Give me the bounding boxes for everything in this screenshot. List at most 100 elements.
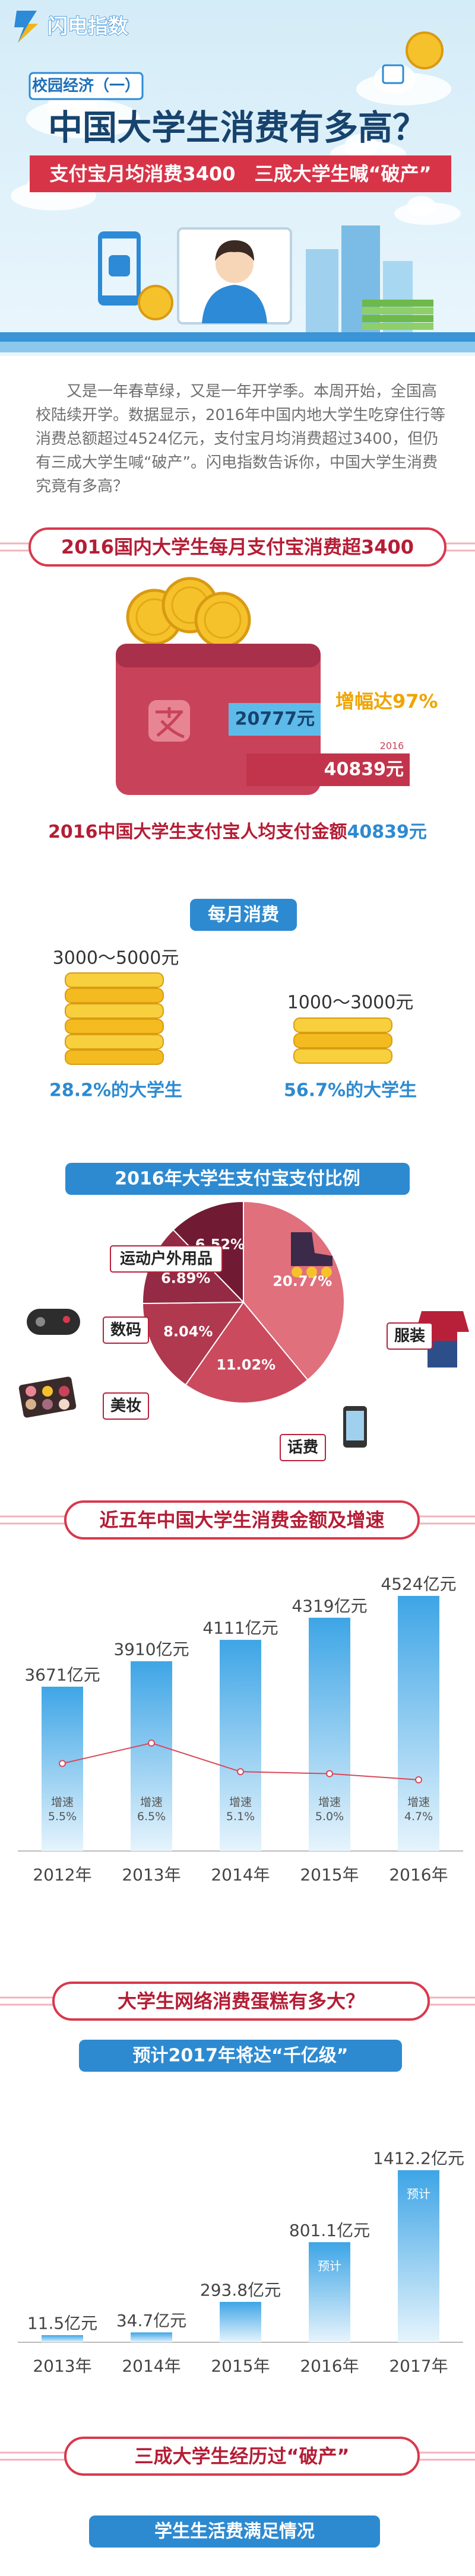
category-label: 2013年 <box>33 2356 91 2376</box>
person-head <box>216 245 254 283</box>
bar <box>220 2301 261 2342</box>
amount-2016: 40839元 <box>324 759 404 780</box>
growth-caption: 增速 <box>51 1796 74 1809</box>
icon-wheel <box>321 1267 332 1277</box>
category-label: 2017年 <box>389 2356 448 2376</box>
value-label: 34.7亿元 <box>116 2311 186 2330</box>
coin-bar <box>65 972 164 988</box>
pie-slice <box>141 1301 245 1386</box>
value-label: 1412.2亿元 <box>373 2149 464 2168</box>
bar-2015 <box>229 703 321 736</box>
category-label: 话费 <box>287 1439 318 1456</box>
category-label: 2016年 <box>300 2356 359 2376</box>
growth-value: 6.5% <box>137 1810 166 1823</box>
subheading: 每月消费 <box>208 905 279 926</box>
growth-value: 5.5% <box>48 1810 77 1823</box>
logo-icon-accent <box>18 24 38 43</box>
forecast-label: 预计 <box>407 2187 430 2201</box>
pie-slice <box>243 1200 346 1381</box>
section-heading: 2016国内大学生每月支付宝消费超3400 <box>61 536 414 558</box>
subheading-box <box>79 2040 402 2072</box>
category-label: 美妆 <box>110 1397 141 1415</box>
bar <box>398 1596 439 1851</box>
icon-button <box>63 1316 70 1323</box>
caption-amount: 40839元 <box>347 822 427 842</box>
heading-box <box>64 2437 420 2476</box>
slice-value: 11.02% <box>216 1356 276 1373</box>
coin-bar <box>65 1050 164 1065</box>
coin-bar <box>293 1033 392 1048</box>
tier-share: 56.7%的大学生 <box>284 1080 417 1101</box>
icon-palette-color <box>59 1399 69 1410</box>
tier-share: 28.2%的大学生 <box>49 1080 182 1101</box>
heading-box <box>64 1500 420 1540</box>
cash-stack <box>362 323 433 330</box>
category-label: 服装 <box>394 1327 425 1345</box>
growth-point <box>326 1770 333 1777</box>
growth-value: 4.7% <box>404 1810 433 1823</box>
bar <box>398 2170 439 2342</box>
coin-bar <box>293 1017 392 1033</box>
section-heading: 近五年中国大学生消费金额及增速 <box>99 1509 384 1531</box>
icon-phone-screen <box>346 1411 364 1440</box>
slice-value: 8.04% <box>163 1323 213 1340</box>
wallet-logo-mark <box>156 707 185 739</box>
icon-gamepad <box>27 1309 80 1335</box>
building <box>306 249 338 332</box>
bar <box>42 2335 83 2342</box>
forecast-label: 预计 <box>318 2259 341 2273</box>
growth-point <box>237 1768 244 1776</box>
pie-slice <box>185 1301 309 1404</box>
tier-range: 3000～5000元 <box>53 948 179 969</box>
growth-caption: 增速 <box>318 1796 341 1809</box>
amount-2015: 20777元 <box>235 709 315 730</box>
category-box <box>110 1245 223 1273</box>
icon-wheel <box>292 1267 302 1277</box>
coin-decoration <box>406 31 444 69</box>
category-label: 2014年 <box>122 2356 180 2376</box>
ground-stripe <box>0 332 475 342</box>
category-label: 2012年 <box>33 1865 91 1885</box>
subheading: 预计2017年将达“千亿级” <box>133 2046 349 2066</box>
caption-text: 2016中国大学生支付宝人均支付金额 <box>48 822 347 842</box>
icon-skate <box>291 1232 332 1266</box>
bar <box>309 2242 350 2342</box>
dollar-coin <box>138 285 173 320</box>
coin-bar <box>65 1003 164 1019</box>
heading-box <box>52 1982 430 2021</box>
value-label: 293.8亿元 <box>200 2280 281 2300</box>
icon-wheel <box>306 1267 317 1277</box>
cash-stack <box>362 300 433 307</box>
value-label: 4524亿元 <box>381 1575 456 1594</box>
growth-value: 5.0% <box>315 1810 344 1823</box>
category-box <box>387 1322 433 1350</box>
growth-point <box>415 1776 422 1783</box>
growth-caption: 增速 <box>407 1796 430 1809</box>
category-label: 2015年 <box>211 2356 270 2376</box>
caption: 2016中国大学生支付宝人均支付金额40839元 <box>48 822 427 842</box>
growth-caption: 增速 <box>140 1796 163 1809</box>
subheading-box <box>190 899 297 931</box>
subtitle: 支付宝月均消费3400 三成大学生喊“破产” <box>49 163 431 185</box>
icon-palette-color <box>26 1399 36 1410</box>
growth-label: 增幅达97% <box>335 690 438 713</box>
bar <box>309 1617 350 1851</box>
ground-stripe <box>0 342 475 352</box>
section-heading: 大学生网络消费蛋糕有多大？ <box>118 1990 365 2012</box>
category-label: 2016年 <box>389 1865 448 1885</box>
icon-palette-color <box>42 1386 53 1397</box>
slice-value: 6.89% <box>161 1270 210 1286</box>
bar <box>220 1640 261 1851</box>
bar-2016 <box>246 753 410 786</box>
bar <box>131 2332 172 2342</box>
category-label: 运动户外用品 <box>120 1249 213 1268</box>
logo: 闪电指数 <box>48 15 128 39</box>
value-label: 4319亿元 <box>292 1596 367 1615</box>
intro-text: 又是一年春草绿，又是一年开学季。本周开始，全国高校陆续开学。数据显示，2016年… <box>36 383 446 495</box>
subheading-box <box>89 2515 380 2548</box>
wallet-flap <box>116 644 321 667</box>
wallet-coin-inner <box>204 601 242 639</box>
cloud <box>407 196 436 217</box>
year-label: 2016 <box>380 740 404 752</box>
